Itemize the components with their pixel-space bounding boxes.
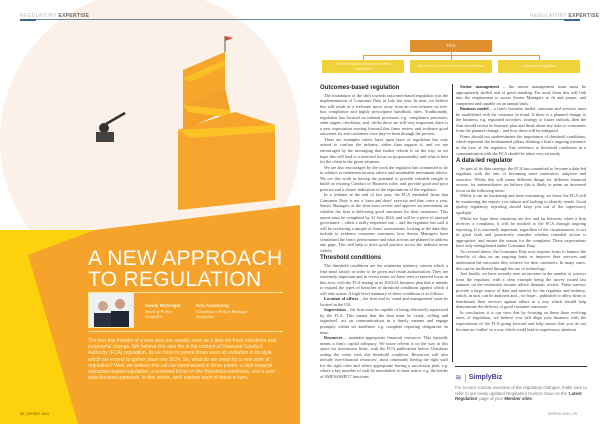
diagram-connector (363, 55, 540, 56)
paragraph: In conclusion, it is our view that by fo… (456, 309, 586, 332)
paragraph: As part of its data strategy, the FCA ha… (456, 165, 586, 193)
page-footer-left: 38 | SPRING 2024 (20, 412, 49, 416)
simplybiz-callout: ≋ SimplyBiz For a more concise overview … (455, 366, 587, 402)
section-label: REGULATORY EXPERTISE (20, 13, 90, 19)
paragraph: Supervision – the firm must be capable o… (320, 307, 448, 335)
paragraph: Location of offices – the firm and its '… (320, 296, 448, 307)
author-2: Kris Armstrong Compliance Policy Manager S… (196, 303, 248, 319)
page-footer-right: SPRING 2024 | 39 (548, 412, 577, 416)
diagram-connector (451, 52, 452, 60)
paragraph: The foundation of the shift towards outc… (320, 92, 448, 137)
header-accent-right (564, 19, 580, 21)
diagram-connector (363, 55, 364, 60)
paragraph: Whilst we hope these situations are few … (456, 215, 586, 249)
heading-outcomes: Outcomes-based regulation (320, 85, 400, 91)
paragraph: As covered above, the Consumer Duty now … (456, 248, 586, 271)
header-accent (20, 19, 36, 21)
simplybiz-logo: ≋ SimplyBiz (455, 373, 503, 382)
simplybiz-logo-icon: ≋ (455, 373, 462, 382)
paragraph: We are also encouraged by the work the r… (320, 164, 448, 192)
diagram-box-outcomes: A shift towards outcomes-based regulatio… (322, 60, 404, 73)
paragraph: Firms should not underestimate the impor… (456, 133, 586, 156)
staircase-illustration (0, 0, 300, 424)
column-1: Outcomes-based regulation The foundation… (320, 83, 448, 379)
authors-block: Sandy McGregor Head of Policy Simplybiz Kr… (88, 292, 283, 332)
paragraph: And finally, we have recently seen an in… (456, 271, 586, 310)
article-title: A NEW APPROACH TO REGULATION (88, 247, 283, 291)
header-rule (20, 19, 300, 20)
intro-paragraph: The first few months of a new year are u… (88, 338, 277, 382)
latest-regulation-link[interactable]: Latest Regulation (455, 390, 582, 402)
diagram-root-fca: FCA (410, 40, 492, 52)
diagram-connector (539, 55, 540, 60)
author-1: Sandy McGregor Head of Policy Simplybiz (145, 303, 182, 319)
diagram-box-threshold: Renewed focus on threshold conditions (410, 60, 492, 73)
paragraph: Whilst it can be frustrating and time-co… (456, 193, 586, 216)
header-rule-right (300, 19, 580, 20)
heading-data-led: A data-led regulator (456, 158, 513, 165)
heading-threshold: Threshold conditions (320, 255, 381, 262)
column-divider (452, 84, 453, 362)
authors-photo (88, 292, 134, 328)
paragraph: Senior management – the senior managemen… (456, 84, 587, 106)
simplybiz-text: For a more concise overview of the regul… (455, 385, 587, 402)
section-label-right: REGULATORY EXPERTISE (530, 13, 600, 19)
column-2: Senior management – the senior managemen… (456, 84, 586, 332)
paragraph: There are examples where layer upon laye… (320, 136, 448, 165)
paragraph: The threshold conditions are the minimum… (320, 262, 448, 296)
diagram-box-data-led: A data-led regulator (498, 60, 580, 73)
paragraph: Resources – maintain appropriate financi… (320, 335, 448, 379)
left-page: REGULATORY EXPERTISE A NEW APPROACH TO RE… (0, 0, 300, 424)
member-sites-link[interactable]: Member sites (504, 396, 532, 401)
paragraph: In a webinar at the end of last year, th… (320, 192, 448, 253)
paragraph: Business model – a firm's business model… (456, 106, 586, 134)
